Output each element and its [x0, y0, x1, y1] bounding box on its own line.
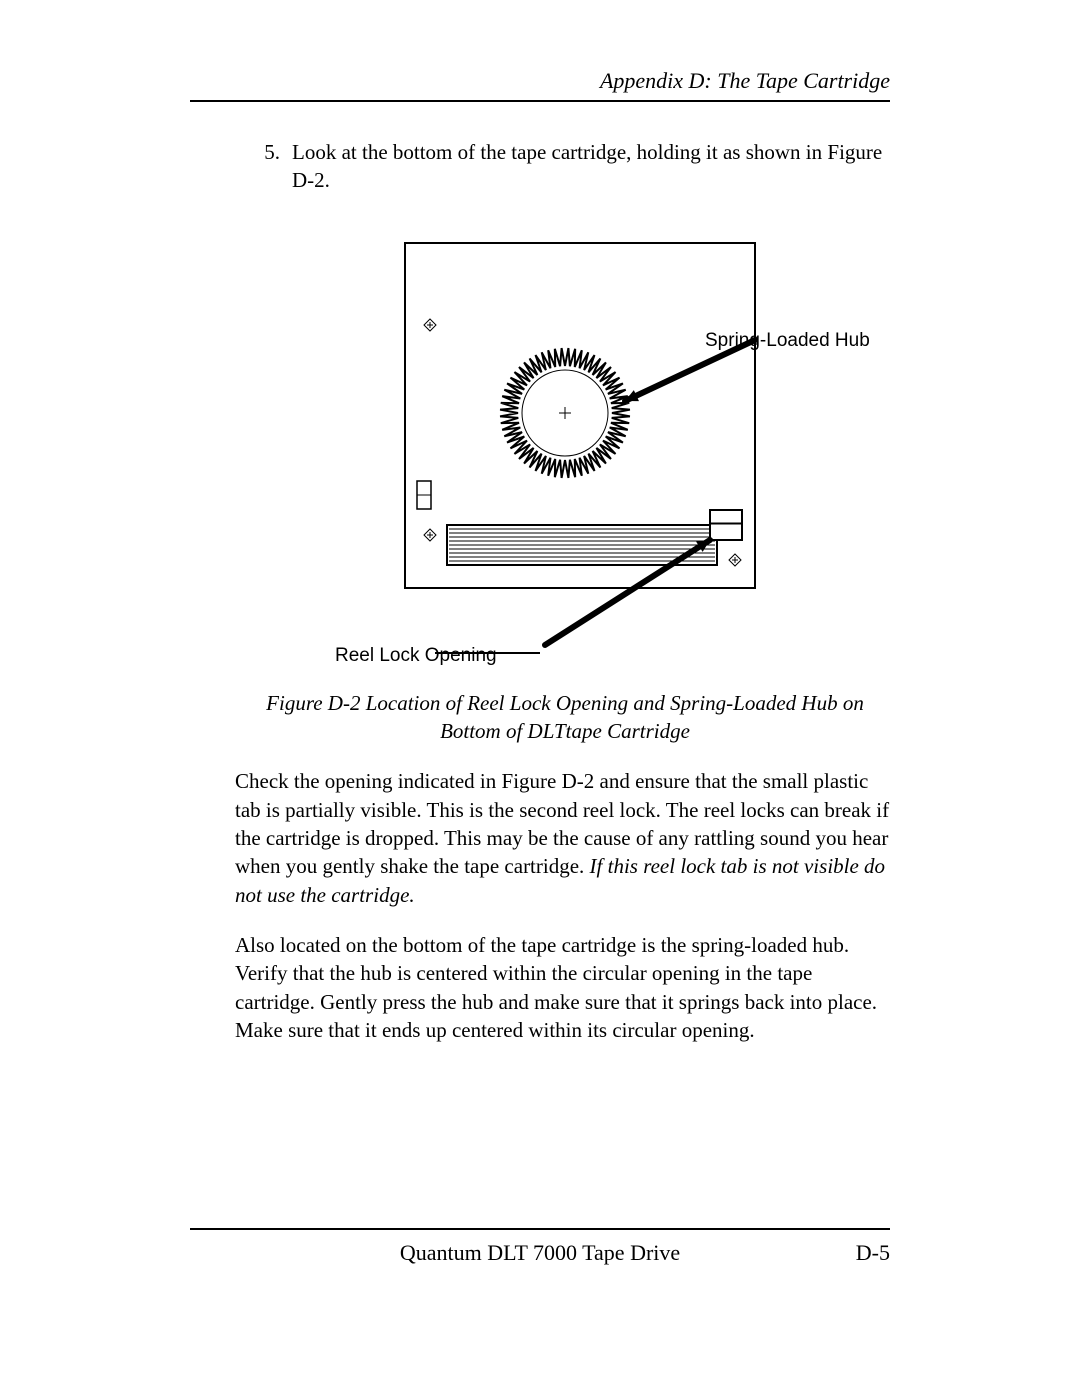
step-text: Look at the bottom of the tape cartridge… [292, 138, 895, 195]
footer-inner: Quantum DLT 7000 Tape Drive D-5 [190, 1240, 890, 1266]
paragraph-2: Also located on the bottom of the tape c… [235, 931, 895, 1044]
body-area: 5. Look at the bottom of the tape cartri… [235, 138, 895, 1044]
step-number: 5. [235, 138, 292, 195]
footer-page-number: D-5 [856, 1240, 890, 1266]
paragraph-1: Check the opening indicated in Figure D-… [235, 767, 895, 909]
callout-reel-lock: Reel Lock Opening [335, 645, 497, 667]
callout-spring-hub: Spring-Loaded Hub [705, 330, 870, 352]
running-head: Appendix D: The Tape Cartridge [190, 68, 890, 102]
footer: Quantum DLT 7000 Tape Drive D-5 [190, 1228, 890, 1266]
page: Appendix D: The Tape Cartridge 5. Look a… [0, 0, 1080, 1397]
figure-caption: Figure D-2 Location of Reel Lock Opening… [235, 689, 895, 746]
footer-title: Quantum DLT 7000 Tape Drive [400, 1240, 680, 1266]
figure-svg [315, 235, 875, 675]
step-5: 5. Look at the bottom of the tape cartri… [235, 138, 895, 195]
figure-d2: Spring-Loaded Hub Reel Lock Opening [235, 235, 895, 685]
running-head-text: Appendix D: The Tape Cartridge [600, 68, 890, 93]
